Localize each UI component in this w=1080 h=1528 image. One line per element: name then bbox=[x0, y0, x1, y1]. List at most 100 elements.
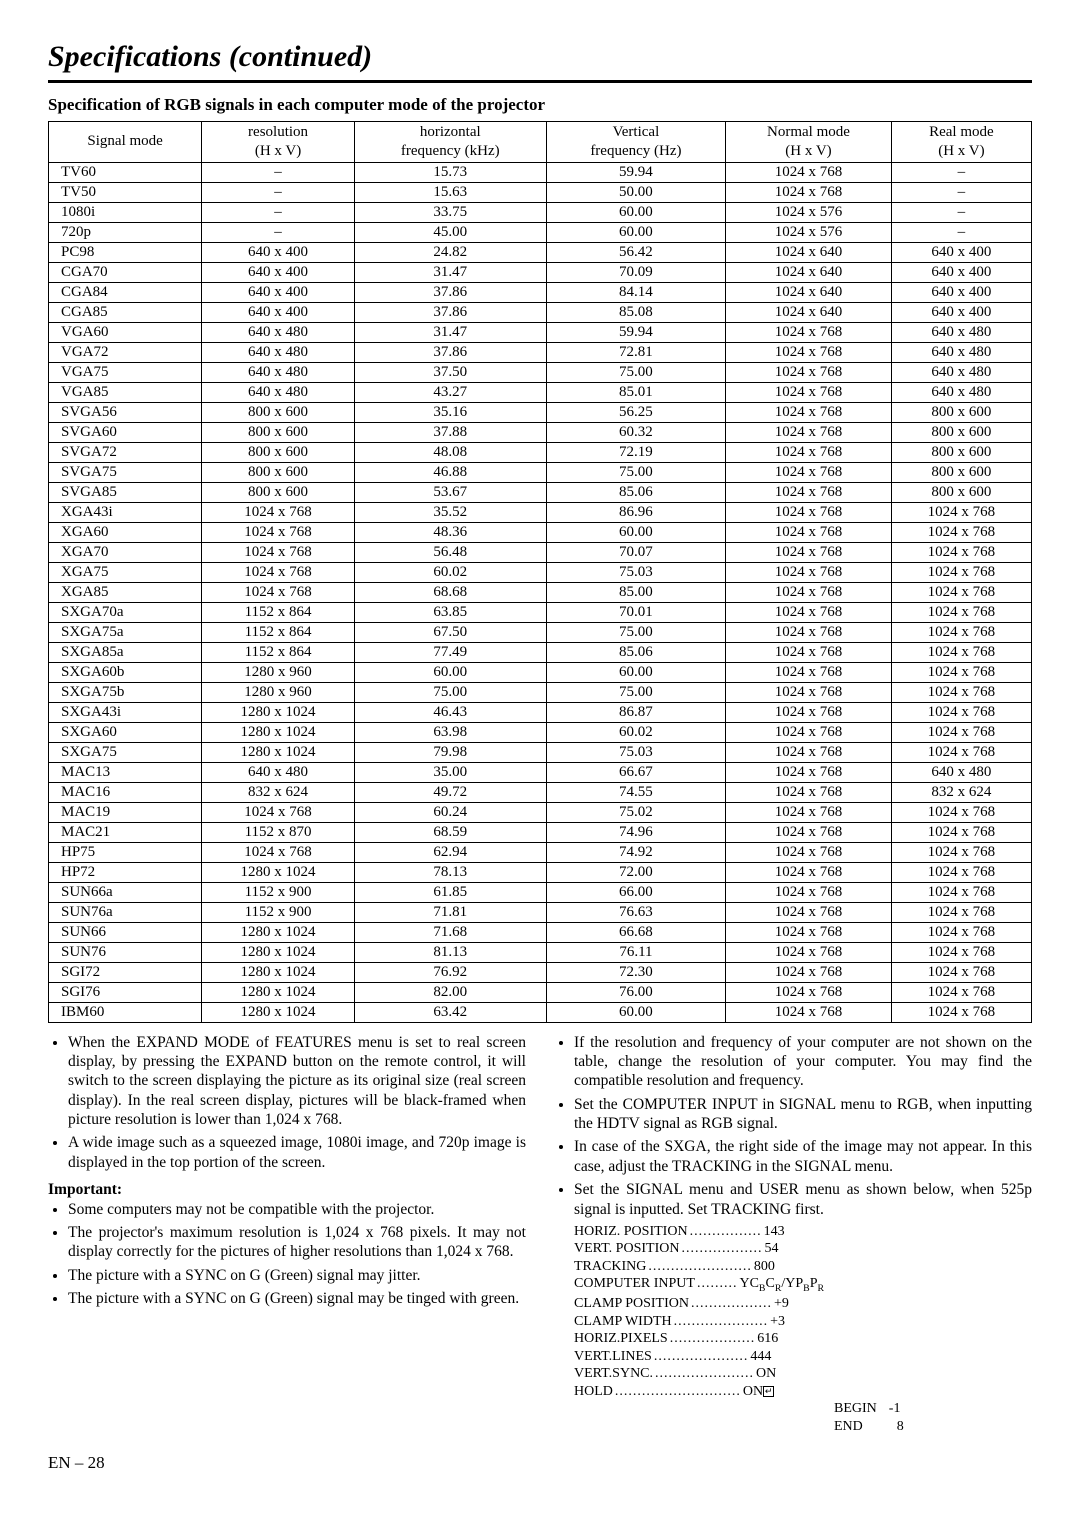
table-cell: 61.85 bbox=[354, 882, 546, 902]
table-row: SVGA75800 x 60046.8875.001024 x 768800 x… bbox=[49, 462, 1032, 482]
table-cell: 1280 x 1024 bbox=[202, 962, 355, 982]
setting-label: HOLD bbox=[574, 1383, 613, 1401]
table-cell: 1024 x 768 bbox=[726, 1002, 892, 1022]
table-cell: 1024 x 768 bbox=[891, 922, 1031, 942]
return-icon: ↵ bbox=[763, 1386, 774, 1397]
table-cell: 1024 x 768 bbox=[726, 882, 892, 902]
settings-list: HORIZ. POSITION ................ 143 VERT… bbox=[574, 1223, 1032, 1401]
table-cell: 78.13 bbox=[354, 862, 546, 882]
table-cell: SXGA75a bbox=[49, 622, 202, 642]
setting-value: ON bbox=[756, 1365, 776, 1383]
table-cell: 60.00 bbox=[546, 222, 725, 242]
table-row: TV60–15.7359.941024 x 768– bbox=[49, 162, 1032, 182]
table-cell: 640 x 480 bbox=[891, 342, 1031, 362]
table-cell: 1024 x 768 bbox=[726, 722, 892, 742]
setting-row: HORIZ. POSITION ................ 143 bbox=[574, 1223, 1032, 1241]
setting-label: TRACKING bbox=[574, 1258, 646, 1276]
table-row: VGA85640 x 48043.2785.011024 x 768640 x … bbox=[49, 382, 1032, 402]
note-item: A wide image such as a squeezed image, 1… bbox=[68, 1133, 526, 1172]
table-cell: 75.00 bbox=[546, 462, 725, 482]
table-cell: 1024 x 768 bbox=[726, 322, 892, 342]
table-cell: 1024 x 768 bbox=[726, 682, 892, 702]
table-cell: 640 x 400 bbox=[891, 242, 1031, 262]
table-cell: 1024 x 768 bbox=[891, 602, 1031, 622]
table-cell: HP72 bbox=[49, 862, 202, 882]
end-value: 8 bbox=[897, 1418, 904, 1436]
page-footer: EN – 28 bbox=[48, 1453, 1032, 1473]
table-cell: 1024 x 768 bbox=[891, 802, 1031, 822]
table-cell: 1280 x 960 bbox=[202, 662, 355, 682]
table-cell: SVGA56 bbox=[49, 402, 202, 422]
table-cell: 85.06 bbox=[546, 642, 725, 662]
table-cell: 71.81 bbox=[354, 902, 546, 922]
table-cell: 60.02 bbox=[354, 562, 546, 582]
table-cell: 640 x 480 bbox=[202, 762, 355, 782]
table-cell: 1280 x 1024 bbox=[202, 742, 355, 762]
table-cell: 1024 x 768 bbox=[726, 602, 892, 622]
table-cell: 72.19 bbox=[546, 442, 725, 462]
table-cell: 60.24 bbox=[354, 802, 546, 822]
table-cell: 24.82 bbox=[354, 242, 546, 262]
table-cell: 68.68 bbox=[354, 582, 546, 602]
table-cell: 82.00 bbox=[354, 982, 546, 1002]
table-cell: 640 x 400 bbox=[202, 262, 355, 282]
table-cell: – bbox=[891, 182, 1031, 202]
table-cell: 84.14 bbox=[546, 282, 725, 302]
table-cell: 1024 x 768 bbox=[726, 982, 892, 1002]
table-cell: 1024 x 768 bbox=[891, 582, 1031, 602]
table-row: SVGA72800 x 60048.0872.191024 x 768800 x… bbox=[49, 442, 1032, 462]
table-cell: 1024 x 768 bbox=[726, 362, 892, 382]
table-cell: 75.00 bbox=[354, 682, 546, 702]
table-cell: 1024 x 768 bbox=[202, 522, 355, 542]
table-cell: 640 x 480 bbox=[891, 322, 1031, 342]
table-cell: 1152 x 900 bbox=[202, 882, 355, 902]
table-cell: SVGA60 bbox=[49, 422, 202, 442]
table-row: PC98640 x 40024.8256.421024 x 640640 x 4… bbox=[49, 242, 1032, 262]
table-cell: 1024 x 768 bbox=[726, 442, 892, 462]
table-cell: SXGA75b bbox=[49, 682, 202, 702]
table-cell: 1080i bbox=[49, 202, 202, 222]
table-row: HP721280 x 102478.1372.001024 x 7681024 … bbox=[49, 862, 1032, 882]
leader-dots: .................. bbox=[689, 1295, 774, 1313]
setting-label: CLAMP WIDTH bbox=[574, 1313, 672, 1331]
table-cell: 1024 x 768 bbox=[202, 582, 355, 602]
setting-value: 800 bbox=[754, 1258, 775, 1276]
table-cell: 1152 x 870 bbox=[202, 822, 355, 842]
table-cell: 800 x 600 bbox=[202, 422, 355, 442]
setting-label: VERT.SYNC. bbox=[574, 1365, 653, 1383]
table-cell: 66.68 bbox=[546, 922, 725, 942]
table-cell: 800 x 600 bbox=[891, 482, 1031, 502]
table-cell: CGA84 bbox=[49, 282, 202, 302]
table-row: SXGA601280 x 102463.9860.021024 x 768102… bbox=[49, 722, 1032, 742]
table-cell: 37.86 bbox=[354, 342, 546, 362]
table-cell: 53.67 bbox=[354, 482, 546, 502]
table-cell: 1024 x 768 bbox=[202, 542, 355, 562]
setting-row: VERT.LINES ..................... 444 bbox=[574, 1348, 1032, 1366]
table-cell: 77.49 bbox=[354, 642, 546, 662]
table-cell: 1024 x 768 bbox=[726, 762, 892, 782]
table-cell: 720p bbox=[49, 222, 202, 242]
table-cell: 1024 x 768 bbox=[726, 622, 892, 642]
table-row: XGA43i1024 x 76835.5286.961024 x 7681024… bbox=[49, 502, 1032, 522]
table-row: TV50–15.6350.001024 x 768– bbox=[49, 182, 1032, 202]
table-cell: 70.07 bbox=[546, 542, 725, 562]
table-cell: 62.94 bbox=[354, 842, 546, 862]
leader-dots: ................ bbox=[688, 1223, 764, 1241]
note-item: In case of the SXGA, the right side of t… bbox=[574, 1137, 1032, 1176]
left-column: When the EXPAND MODE of FEATURES menu is… bbox=[48, 1033, 526, 1436]
setting-value: 616 bbox=[757, 1330, 778, 1348]
table-cell: 832 x 624 bbox=[202, 782, 355, 802]
table-cell: 1280 x 1024 bbox=[202, 922, 355, 942]
note-item: The picture with a SYNC on G (Green) sig… bbox=[68, 1266, 526, 1285]
table-cell: 72.30 bbox=[546, 962, 725, 982]
table-row: SUN761280 x 102481.1376.111024 x 7681024… bbox=[49, 942, 1032, 962]
table-cell: 48.08 bbox=[354, 442, 546, 462]
table-cell: SVGA72 bbox=[49, 442, 202, 462]
table-cell: 56.48 bbox=[354, 542, 546, 562]
table-cell: 76.92 bbox=[354, 962, 546, 982]
table-cell: 75.00 bbox=[546, 622, 725, 642]
table-row: 1080i–33.7560.001024 x 576– bbox=[49, 202, 1032, 222]
table-cell: 15.73 bbox=[354, 162, 546, 182]
table-cell: 1024 x 576 bbox=[726, 222, 892, 242]
table-cell: 37.88 bbox=[354, 422, 546, 442]
